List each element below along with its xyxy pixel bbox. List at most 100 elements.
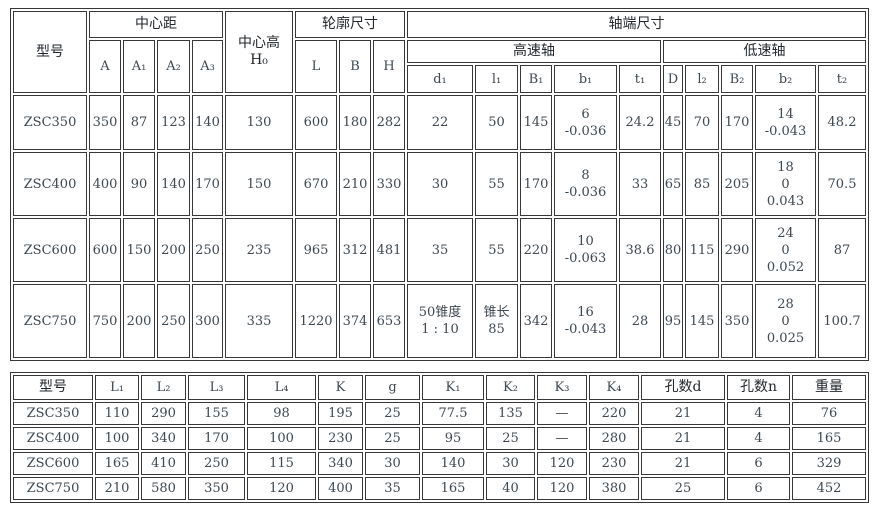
- spec-cell: 400: [318, 477, 363, 500]
- header-col-d1: d₁: [407, 65, 473, 93]
- spec-cell: 30: [365, 452, 420, 475]
- spec-cell: 50锥度 1 : 10: [407, 284, 473, 358]
- header-col-L4: L₄: [247, 375, 316, 400]
- spec-cell: 4: [727, 402, 790, 425]
- header-center-distance: 中心距: [89, 11, 223, 38]
- spec-cell: 115: [685, 218, 719, 282]
- spec-cell: 22: [407, 95, 473, 150]
- spec-cell: 6: [727, 452, 790, 475]
- spec-cell: 342: [520, 284, 552, 358]
- header-high-speed-shaft: 高速轴: [407, 40, 661, 63]
- spec-cell: 135: [486, 402, 535, 425]
- spec-cell: 16 -0.043: [554, 284, 617, 358]
- header-col-t2: t₂: [818, 65, 866, 93]
- model-cell: ZSC350: [13, 95, 87, 150]
- spec-cell: 140: [422, 452, 484, 475]
- spec-cell: 140: [192, 95, 223, 150]
- spec-cell: 350: [721, 284, 753, 358]
- spec-cell: 10 -0.063: [554, 218, 617, 282]
- spec-cell: 70.5: [818, 152, 866, 216]
- header-col-K4: K₄: [589, 375, 639, 400]
- spec-cell: 210: [339, 152, 371, 216]
- header-weight: 重量: [792, 375, 866, 400]
- spec-cell: 76: [792, 402, 866, 425]
- spec-cell: 85: [685, 152, 719, 216]
- header-col-K1: K₁: [422, 375, 484, 400]
- top-header-row-3: d₁ l₁ B₁ b₁ t₁ D l₂ B₂ b₂ t₂: [13, 65, 866, 93]
- spec-cell: 282: [373, 95, 405, 150]
- spec-cell: 55: [475, 218, 518, 282]
- model-cell: ZSC600: [13, 218, 87, 282]
- spec-cell: 25: [641, 477, 725, 500]
- spec-cell: 165: [422, 477, 484, 500]
- spec-cell: 290: [141, 402, 186, 425]
- spec-cell: 120: [247, 477, 316, 500]
- header-outline-size: 轮廓尺寸: [295, 11, 405, 38]
- spec-cell: 220: [520, 218, 552, 282]
- spec-cell: 481: [373, 218, 405, 282]
- header-col-L2: L₂: [141, 375, 186, 400]
- header-col-b2: b₂: [755, 65, 816, 93]
- top-header-row-2: A A₁ A₂ A₃ L B H 高速轴 低速轴: [13, 40, 866, 93]
- spec-cell: 45: [663, 95, 683, 150]
- spec-cell: 100: [95, 427, 139, 450]
- spec-cell: 80: [663, 218, 683, 282]
- header-center-height: 中心高 H₀: [225, 11, 293, 93]
- spec-cell: 340: [141, 427, 186, 450]
- spec-cell: 250: [192, 218, 223, 282]
- spec-cell: 30: [486, 452, 535, 475]
- spec-cell: 335: [225, 284, 293, 358]
- spec-cell: 200: [157, 218, 190, 282]
- spec-cell: 180: [339, 95, 371, 150]
- spec-cell: 25: [486, 427, 535, 450]
- model-cell: ZSC400: [13, 152, 87, 216]
- table-row: ZSC600 600 150 200 250 235 965 312 481 3…: [13, 218, 866, 282]
- header-hole-count: 孔数n: [727, 375, 790, 400]
- spec-cell: 145: [685, 284, 719, 358]
- spec-cell: 140: [157, 152, 190, 216]
- model-cell: ZSC350: [13, 402, 93, 425]
- spec-cell: 750: [89, 284, 121, 358]
- table-row: ZSC750 750 200 250 300 335 1220 374 653 …: [13, 284, 866, 358]
- spec-cell: 250: [157, 284, 190, 358]
- spec-cell: 35: [407, 218, 473, 282]
- spec-cell: 210: [95, 477, 139, 500]
- header-col-B2: B₂: [721, 65, 753, 93]
- spec-cell: 380: [589, 477, 639, 500]
- spec-cell: 35: [365, 477, 420, 500]
- spec-cell: 200: [123, 284, 155, 358]
- spec-cell: 18 0 0.043: [755, 152, 816, 216]
- spec-cell: 205: [721, 152, 753, 216]
- spec-cell: 165: [792, 427, 866, 450]
- spec-cell: 374: [339, 284, 371, 358]
- spec-cell: —: [537, 427, 587, 450]
- spec-cell: 330: [373, 152, 405, 216]
- spec-cell: 6: [727, 477, 790, 500]
- spec-cell: 33: [619, 152, 661, 216]
- top-header-row-1: 型号 中心距 中心高 H₀ 轮廓尺寸 轴端尺寸: [13, 11, 866, 93]
- spec-cell: 30: [407, 152, 473, 216]
- spec-cell: 25: [365, 402, 420, 425]
- header-col-H: H: [373, 40, 405, 93]
- spec-cell: 120: [537, 477, 587, 500]
- dimension-spec-table: 型号 中心距 中心高 H₀ 轮廓尺寸 轴端尺寸 A A₁ A₂ A₃ L B H…: [10, 8, 869, 361]
- spec-cell: 452: [792, 477, 866, 500]
- header-shaft-end-size: 轴端尺寸: [407, 11, 866, 38]
- spec-cell: 220: [589, 402, 639, 425]
- header-hole-diameter: 孔数d: [641, 375, 725, 400]
- spec-cell: 350: [188, 477, 245, 500]
- spec-cell: 4: [727, 427, 790, 450]
- spec-cell: 锥长 85: [475, 284, 518, 358]
- header-col-D: D: [663, 65, 683, 93]
- mounting-spec-table: 型号 L₁ L₂ L₃ L₄ K g K₁ K₂ K₃ K₄ 孔数d 孔数n 重…: [10, 372, 869, 503]
- spec-cell: 195: [318, 402, 363, 425]
- header-col-B1: B₁: [520, 65, 552, 93]
- spec-cell: 965: [295, 218, 337, 282]
- spec-cell: 87: [818, 218, 866, 282]
- header-col-t1: t₁: [619, 65, 661, 93]
- header-model: 型号: [13, 11, 87, 93]
- spec-cell: 170: [188, 427, 245, 450]
- spec-cell: 230: [589, 452, 639, 475]
- spec-cell: 290: [721, 218, 753, 282]
